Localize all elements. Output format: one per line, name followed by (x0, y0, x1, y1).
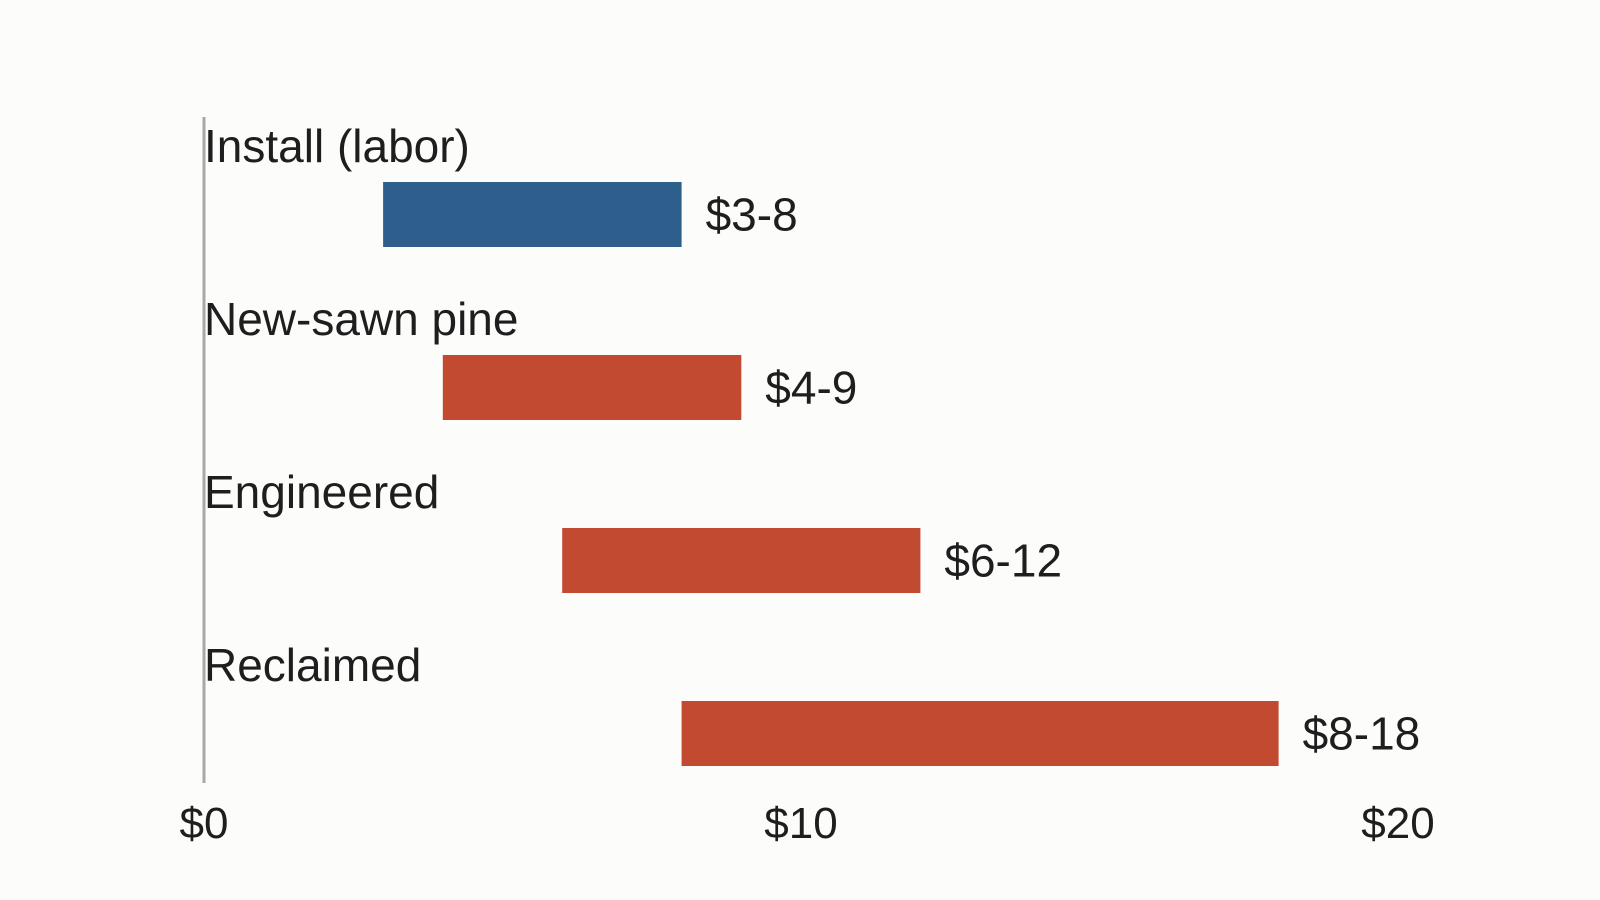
bar-engineered (562, 528, 921, 593)
category-label-install-labor: Install (labor) (204, 120, 470, 172)
bar-new-sawn-pine (442, 355, 742, 420)
value-label-reclaimed: $8-18 (1303, 708, 1421, 760)
x-tick-label-20: $20 (1361, 799, 1434, 848)
value-label-engineered: $6-12 (944, 535, 1062, 587)
category-label-engineered: Engineered (204, 466, 439, 518)
x-tick-label-0: $0 (180, 799, 229, 848)
x-axis-ticks: $0 $10 $20 (180, 799, 1435, 848)
bar-install-labor (383, 182, 682, 247)
category-label-reclaimed: Reclaimed (204, 639, 421, 691)
x-tick-label-10: $10 (764, 799, 837, 848)
bar-reclaimed (681, 701, 1279, 766)
category-label-new-sawn-pine: New-sawn pine (204, 293, 518, 345)
value-label-new-sawn-pine: $4-9 (765, 362, 857, 414)
bars-layer: Install (labor) $3-8 New-sawn pine $4-9 Engi… (204, 120, 1420, 766)
value-label-install-labor: $3-8 (706, 189, 798, 241)
